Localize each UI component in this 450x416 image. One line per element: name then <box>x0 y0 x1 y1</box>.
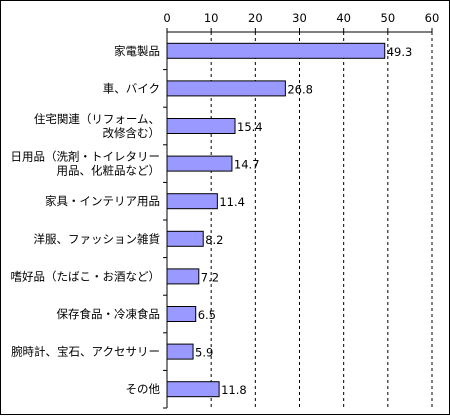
category-label: 家具・インテリア用品 <box>45 194 160 208</box>
data-label: 5.9 <box>195 346 213 360</box>
category-label: 改修含む） <box>103 126 161 140</box>
category-label: 嗜好品（たばこ・お酒など） <box>11 269 161 283</box>
data-label: 8.2 <box>205 233 223 247</box>
x-tick-label: 40 <box>336 11 351 25</box>
bar <box>166 118 236 134</box>
data-label: 6.5 <box>198 308 216 322</box>
bar <box>166 80 286 97</box>
bar <box>166 381 220 398</box>
data-label: 49.3 <box>387 45 413 59</box>
bars <box>166 42 386 398</box>
category-label: その他 <box>126 382 161 396</box>
data-label: 15.4 <box>237 120 263 134</box>
data-label: 7.2 <box>201 270 219 284</box>
bar <box>166 42 386 59</box>
category-label: 洋服、ファッション雑貨 <box>34 232 161 246</box>
category-label: 車、バイク <box>103 81 160 95</box>
category-label: 保存食品・冷凍食品 <box>57 307 161 321</box>
bar <box>166 155 233 172</box>
bar <box>166 343 194 360</box>
category-label: 腕時計、宝石、アクセサリー <box>11 345 160 359</box>
category-label: 用品、化粧品など） <box>57 164 161 178</box>
bar <box>166 268 200 285</box>
data-label: 11.8 <box>221 383 247 397</box>
x-tick-label: 50 <box>381 11 396 25</box>
category-label: 家電製品 <box>114 44 160 58</box>
category-label: 日用品（洗剤・トイレタリー <box>11 150 161 164</box>
x-tick-label: 30 <box>292 11 307 25</box>
x-tick-label: 0 <box>163 11 170 25</box>
x-tick-label: 20 <box>248 11 263 25</box>
data-label: 26.8 <box>287 82 313 96</box>
bar <box>166 306 197 322</box>
data-label: 14.7 <box>234 158 260 172</box>
labels: 0 10 20 30 40 50 60 家電製品 49.3 車、バイク 26.8 住宅関連（リフォーム… <box>11 11 440 397</box>
data-label: 11.4 <box>219 195 245 209</box>
bar <box>166 193 218 210</box>
x-tick-label: 10 <box>204 11 219 25</box>
x-tick-label: 60 <box>425 11 440 25</box>
category-label: 住宅関連（リフォーム、 <box>34 112 160 126</box>
bar <box>166 230 204 247</box>
